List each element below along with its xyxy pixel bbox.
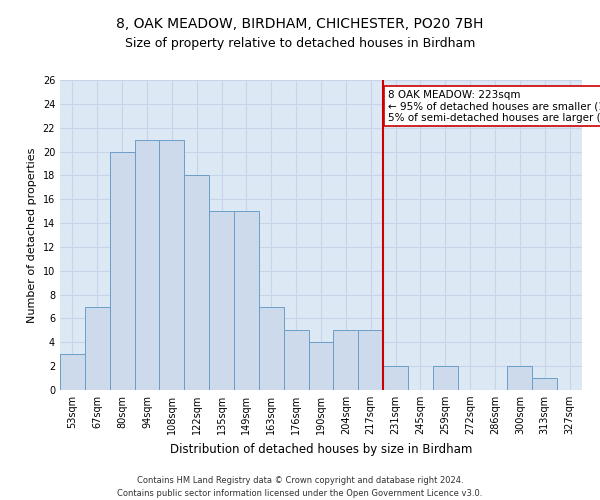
Bar [209,211,234,390]
Bar [358,330,383,390]
Text: Contains HM Land Registry data © Crown copyright and database right 2024.
Contai: Contains HM Land Registry data © Crown c… [118,476,482,498]
Bar [259,306,284,390]
Bar [334,330,358,390]
Bar [383,366,408,390]
Bar [308,342,334,390]
Text: Size of property relative to detached houses in Birdham: Size of property relative to detached ho… [125,38,475,51]
Bar [134,140,160,390]
Bar [60,354,85,390]
Bar [85,306,110,390]
Text: 8 OAK MEADOW: 223sqm
← 95% of detached houses are smaller (142)
5% of semi-detac: 8 OAK MEADOW: 223sqm ← 95% of detached h… [388,90,600,122]
X-axis label: Distribution of detached houses by size in Birdham: Distribution of detached houses by size … [170,442,472,456]
Bar [184,176,209,390]
Bar [433,366,458,390]
Text: 8, OAK MEADOW, BIRDHAM, CHICHESTER, PO20 7BH: 8, OAK MEADOW, BIRDHAM, CHICHESTER, PO20… [116,18,484,32]
Bar [110,152,134,390]
Y-axis label: Number of detached properties: Number of detached properties [27,148,37,322]
Bar [234,211,259,390]
Bar [532,378,557,390]
Bar [284,330,308,390]
Bar [508,366,532,390]
Bar [160,140,184,390]
